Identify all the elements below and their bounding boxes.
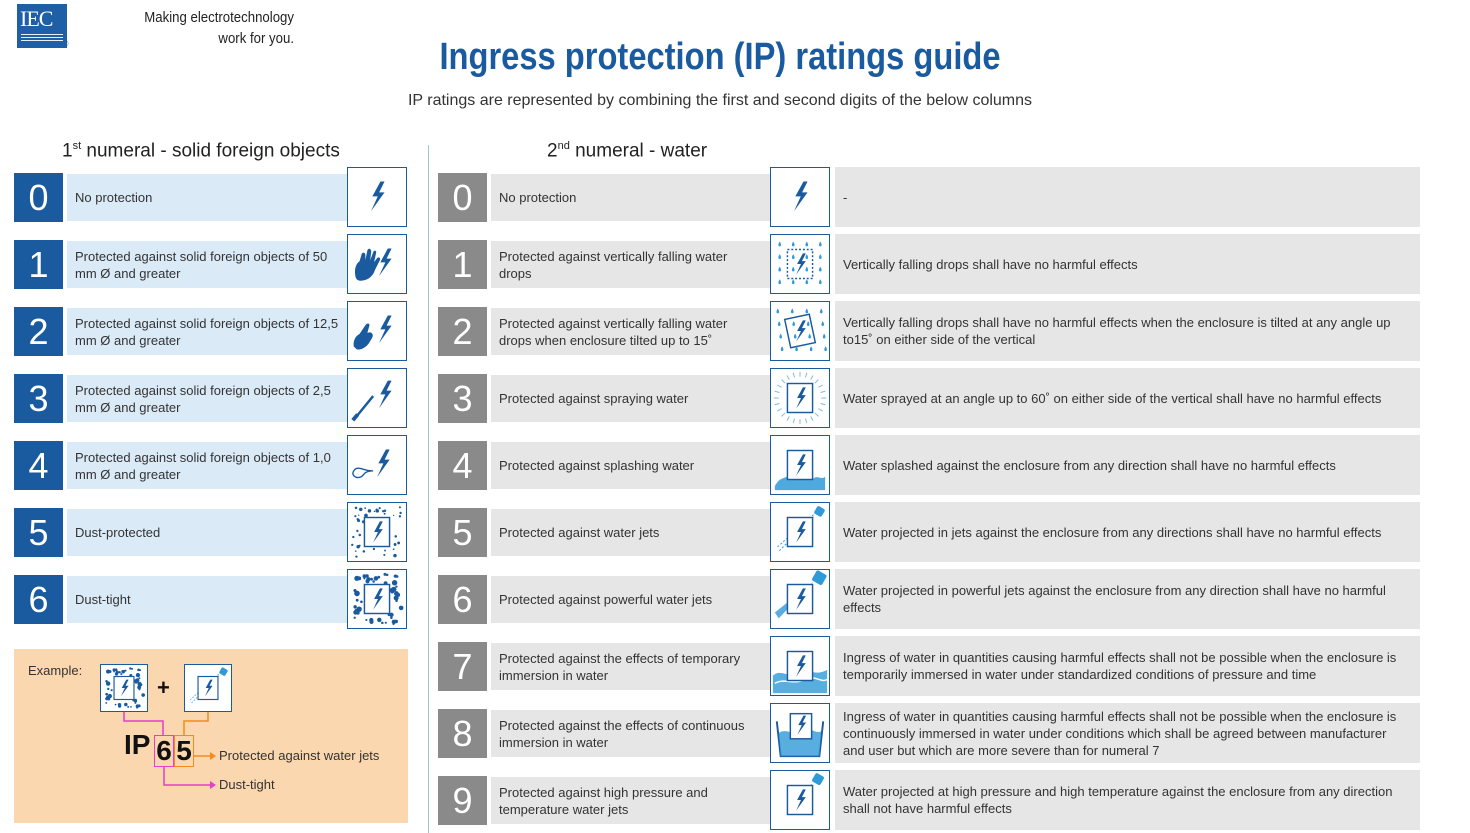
water-splash-icon bbox=[770, 435, 830, 495]
solids-description: No protection bbox=[67, 174, 347, 221]
water-detail: - bbox=[835, 167, 1420, 227]
water-detail: Water projected in jets against the encl… bbox=[835, 502, 1420, 562]
solids-description: Dust-tight bbox=[67, 576, 347, 623]
water-jets-icon bbox=[184, 664, 232, 712]
water-drip1-icon bbox=[770, 234, 830, 294]
solids-dust6-icon bbox=[347, 569, 407, 629]
example-second-desc: Protected against water jets bbox=[219, 748, 380, 763]
water-description: Protected against the effects of tempora… bbox=[491, 643, 770, 690]
solids-description: Protected against solid foreign objects … bbox=[67, 308, 347, 355]
water-immerse7-icon bbox=[770, 636, 830, 696]
plus-sign: + bbox=[157, 675, 170, 700]
water-numeral: 6 bbox=[438, 575, 487, 624]
page-subtitle: IP ratings are represented by combining … bbox=[407, 92, 1033, 109]
example-ip-prefix: IP bbox=[124, 729, 151, 760]
water-numeral: 8 bbox=[438, 709, 487, 758]
solids-tool-icon bbox=[347, 368, 407, 428]
water-numeral: 5 bbox=[438, 508, 487, 557]
water-detail: Water splashed against the enclosure fro… bbox=[835, 435, 1420, 495]
water-numeral: 2 bbox=[438, 307, 487, 356]
water-numeral: 7 bbox=[438, 642, 487, 691]
solids-numeral: 1 bbox=[14, 240, 63, 289]
water-description: Protected against the effects of continu… bbox=[491, 710, 770, 757]
water-detail: Vertically falling drops shall have no h… bbox=[835, 234, 1420, 294]
solids-description: Protected against solid foreign objects … bbox=[67, 241, 347, 288]
water-powerjet-icon bbox=[770, 569, 830, 629]
dust-tight-icon bbox=[100, 664, 148, 712]
solids-description: Protected against solid foreign objects … bbox=[67, 375, 347, 422]
solids-numeral: 5 bbox=[14, 508, 63, 557]
water-description: Protected against vertically falling wat… bbox=[491, 308, 770, 355]
example-label: Example: bbox=[28, 663, 83, 678]
example-connectors bbox=[123, 712, 216, 789]
solids-dust5-icon bbox=[347, 502, 407, 562]
water-detail: Vertically falling drops shall have no h… bbox=[835, 301, 1420, 361]
water-numeral: 4 bbox=[438, 441, 487, 490]
water-detail: Ingress of water in quantities causing h… bbox=[835, 703, 1420, 763]
slogan: Making electrotechnology work for you. bbox=[144, 9, 294, 47]
solids-description: Dust-protected bbox=[67, 509, 347, 556]
solids-numeral: 0 bbox=[14, 173, 63, 222]
water-description: Protected against water jets bbox=[491, 509, 770, 556]
water-drip2-icon bbox=[770, 301, 830, 361]
example-first-desc: Dust-tight bbox=[219, 777, 275, 792]
logo-text: IEC bbox=[20, 6, 53, 31]
water-description: Protected against powerful water jets bbox=[491, 576, 770, 623]
solids-description: Protected against solid foreign objects … bbox=[67, 442, 347, 489]
solids-wire-icon bbox=[347, 435, 407, 495]
solids-numeral: 4 bbox=[14, 441, 63, 490]
solids-finger-icon bbox=[347, 301, 407, 361]
example-first-digit: 6 bbox=[154, 735, 174, 767]
solids-numeral: 2 bbox=[14, 307, 63, 356]
column-divider bbox=[428, 145, 429, 833]
water-description: Protected against spraying water bbox=[491, 375, 770, 422]
solids-heading: 1st numeral - solid foreign objects bbox=[62, 140, 340, 162]
water-description: No protection bbox=[491, 174, 770, 221]
water-numeral: 1 bbox=[438, 240, 487, 289]
water-none-icon bbox=[770, 167, 830, 227]
solids-numeral: 6 bbox=[14, 575, 63, 624]
water-description: Protected against vertically falling wat… bbox=[491, 241, 770, 288]
water-detail: Ingress of water in quantities causing h… bbox=[835, 636, 1420, 696]
water-immerse8-icon bbox=[770, 703, 830, 763]
water-description: Protected against high pressure and temp… bbox=[491, 777, 770, 824]
water-jet-icon bbox=[770, 502, 830, 562]
water-hp-icon bbox=[770, 770, 830, 830]
water-numeral: 0 bbox=[438, 173, 487, 222]
solids-numeral: 3 bbox=[14, 374, 63, 423]
water-detail: Water projected at high pressure and hig… bbox=[835, 770, 1420, 830]
example-second-digit: 5 bbox=[174, 735, 194, 767]
water-numeral: 9 bbox=[438, 776, 487, 825]
registered-mark: ® bbox=[64, 42, 69, 48]
example-box: Example: + IP 6 5 Protected against wate… bbox=[14, 649, 408, 823]
iec-logo: IEC bbox=[17, 4, 67, 48]
page-title: Ingress protection (IP) ratings guide bbox=[439, 36, 1001, 78]
water-detail: Water sprayed at an angle up to 60˚ on e… bbox=[835, 368, 1420, 428]
water-detail: Water projected in powerful jets against… bbox=[835, 569, 1420, 629]
water-spray-icon bbox=[770, 368, 830, 428]
water-heading: 2nd numeral - water bbox=[547, 140, 708, 162]
logo-lines bbox=[21, 34, 63, 42]
water-description: Protected against splashing water bbox=[491, 442, 770, 489]
solids-hand-icon bbox=[347, 234, 407, 294]
solids-none-icon bbox=[347, 167, 407, 227]
water-numeral: 3 bbox=[438, 374, 487, 423]
